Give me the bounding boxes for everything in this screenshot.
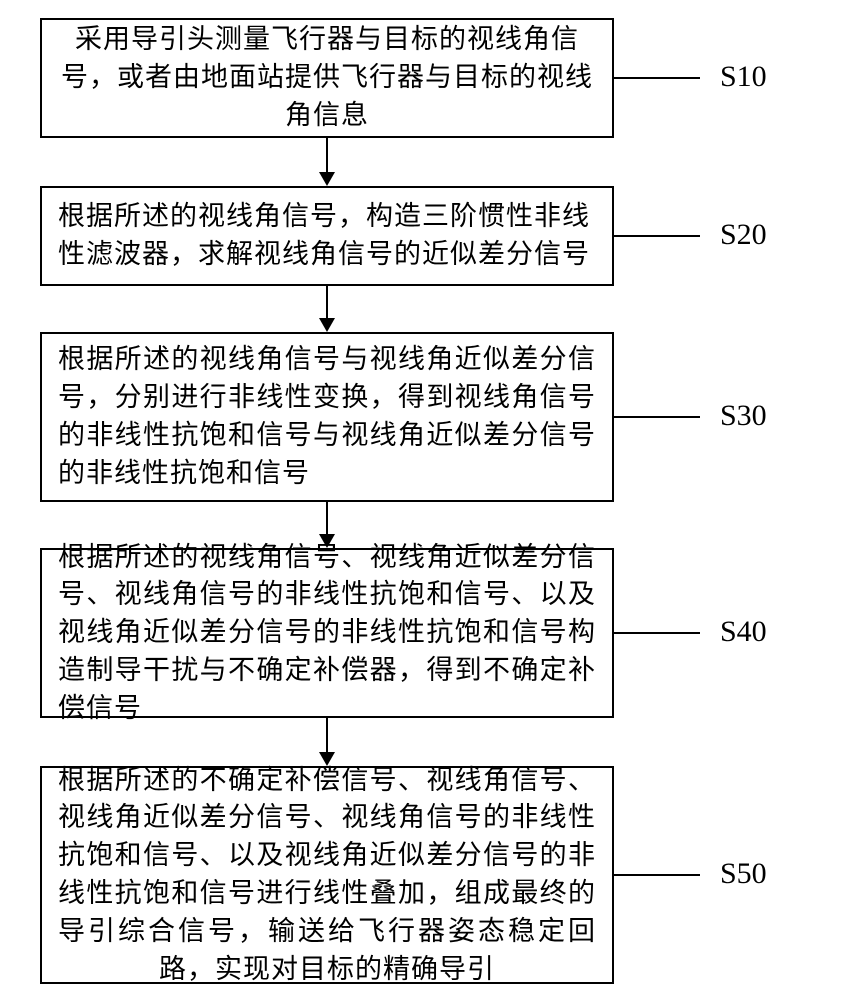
step-text: 根据所述的视线角信号、视线角近似差分信号、视线角信号的非线性抗饱和信号、以及视线… — [58, 539, 596, 728]
step-label-s40: S40 — [720, 615, 767, 649]
step-label-s30: S30 — [720, 399, 767, 433]
label-connector — [614, 874, 700, 876]
arrow-head-icon — [319, 172, 335, 186]
flowchart-step-s40: 根据所述的视线角信号、视线角近似差分信号、视线角信号的非线性抗饱和信号、以及视线… — [40, 548, 614, 718]
arrow-line — [326, 718, 328, 754]
step-label-s50: S50 — [720, 857, 767, 891]
flowchart-step-s10: 采用导引头测量飞行器与目标的视线角信号，或者由地面站提供飞行器与目标的视线角信息 — [40, 18, 614, 138]
step-text: 采用导引头测量飞行器与目标的视线角信号，或者由地面站提供飞行器与目标的视线角信息 — [58, 21, 596, 134]
label-connector — [614, 235, 700, 237]
label-connector — [614, 632, 700, 634]
step-text: 根据所述的视线角信号，构造三阶惯性非线性滤波器，求解视线角信号的近似差分信号 — [58, 198, 596, 274]
arrow-head-icon — [319, 318, 335, 332]
flowchart-step-s50: 根据所述的不确定补偿信号、视线角信号、视线角近似差分信号、视线角信号的非线性抗饱… — [40, 766, 614, 984]
step-label-s10: S10 — [720, 60, 767, 94]
flowchart-step-s30: 根据所述的视线角信号与视线角近似差分信号，分别进行非线性变换，得到视线角信号的非… — [40, 332, 614, 502]
arrow-line — [326, 286, 328, 320]
step-text: 根据所述的视线角信号与视线角近似差分信号，分别进行非线性变换，得到视线角信号的非… — [58, 341, 596, 492]
label-connector — [614, 77, 700, 79]
arrow-line — [326, 502, 328, 536]
label-connector — [614, 416, 700, 418]
flowchart-step-s20: 根据所述的视线角信号，构造三阶惯性非线性滤波器，求解视线角信号的近似差分信号 — [40, 186, 614, 286]
step-label-s20: S20 — [720, 218, 767, 252]
step-text: 根据所述的不确定补偿信号、视线角信号、视线角近似差分信号、视线角信号的非线性抗饱… — [58, 762, 596, 989]
arrow-line — [326, 138, 328, 174]
flowchart-canvas: 采用导引头测量飞行器与目标的视线角信号，或者由地面站提供飞行器与目标的视线角信息… — [0, 0, 852, 1000]
